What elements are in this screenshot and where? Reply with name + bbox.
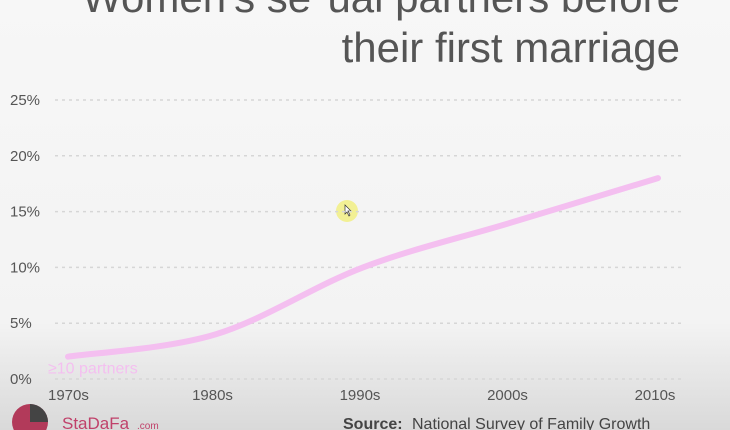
chart-title: their first marriage — [342, 24, 680, 71]
y-tick-label: 10% — [10, 259, 40, 276]
x-tick-label: 1980s — [192, 387, 233, 404]
logo: StaDaFa .com — [12, 404, 159, 430]
chart-title: Women's se*ual partners before — [82, 0, 680, 21]
y-tick-label: 15% — [10, 204, 40, 221]
logo-text: StaDaFa — [62, 414, 130, 430]
logo-icon — [30, 404, 48, 422]
y-tick-label: 20% — [10, 148, 40, 165]
y-tick-label: 25% — [10, 92, 40, 109]
x-tick-label: 2010s — [635, 387, 676, 404]
x-tick-label: 1970s — [48, 387, 89, 404]
logo-suffix: .com — [137, 421, 159, 430]
y-tick-label: 0% — [10, 371, 32, 388]
x-tick-label: 1990s — [340, 387, 381, 404]
data-line — [65, 175, 661, 360]
y-tick-label: 5% — [10, 315, 32, 332]
x-tick-label: 2000s — [487, 387, 528, 404]
legend-entry: ≥10 partners — [48, 361, 138, 378]
source-label: Source: — [343, 416, 403, 430]
source: National Survey of Family Growth — [412, 416, 650, 430]
